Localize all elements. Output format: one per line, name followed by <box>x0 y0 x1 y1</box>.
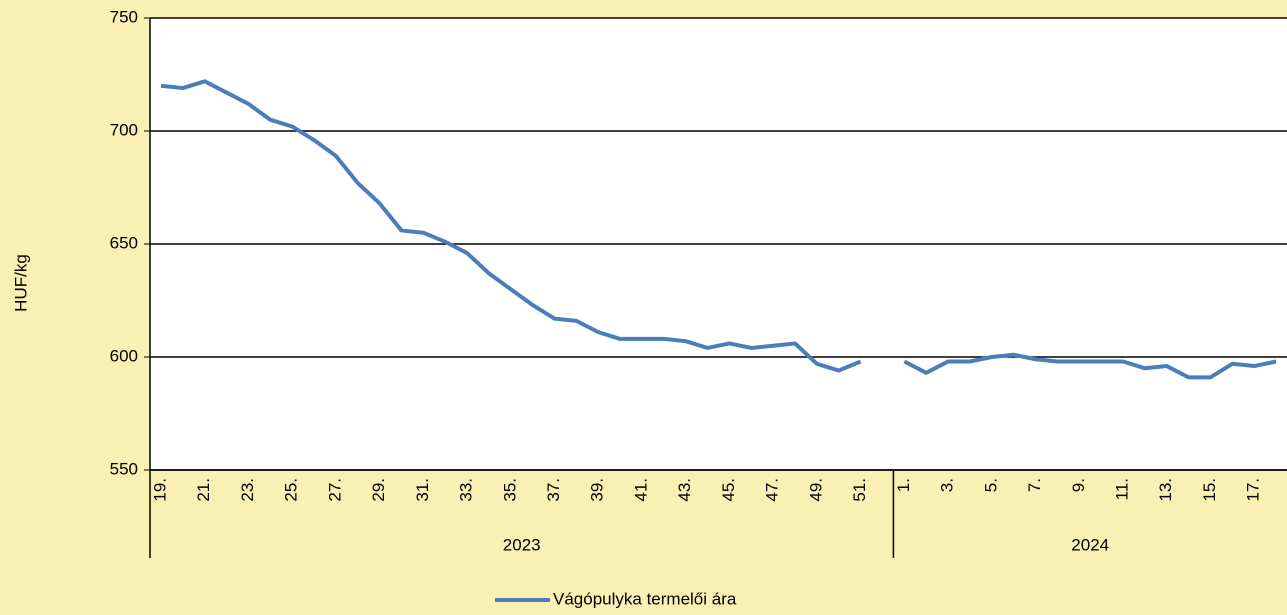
group-label: 2023 <box>503 535 541 554</box>
x-tick-label: 19. <box>150 478 169 502</box>
x-tick-label: 49. <box>806 478 825 502</box>
x-tick-label: 21. <box>194 478 213 502</box>
x-tick-label: 7. <box>1025 478 1044 492</box>
x-tick-label: 37. <box>544 478 563 502</box>
x-tick-label: 25. <box>282 478 301 502</box>
x-tick-label: 13. <box>1156 478 1175 502</box>
x-tick-label: 39. <box>588 478 607 502</box>
x-tick-label: 15. <box>1200 478 1219 502</box>
x-tick-label: 33. <box>457 478 476 502</box>
x-tick-label: 35. <box>500 478 519 502</box>
x-tick-label: 29. <box>369 478 388 502</box>
x-tick-label: 43. <box>675 478 694 502</box>
y-axis-label: HUF/kg <box>11 254 30 312</box>
x-tick-label: 23. <box>238 478 257 502</box>
series-line <box>160 79 862 373</box>
x-tick-label: 45. <box>719 478 738 502</box>
group-label: 2024 <box>1071 535 1109 554</box>
x-tick-label: 41. <box>631 478 650 502</box>
x-tick-label: 9. <box>1069 478 1088 492</box>
x-tick-label: 3. <box>938 478 957 492</box>
x-tick-label: 51. <box>850 478 869 502</box>
y-tick-label: 750 <box>110 7 138 26</box>
legend-label: Vágópulyka termelői ára <box>553 589 737 608</box>
series-line <box>903 352 1277 380</box>
x-tick-label: 17. <box>1244 478 1263 502</box>
y-tick-label: 600 <box>110 346 138 365</box>
x-tick-label: 27. <box>325 478 344 502</box>
x-tick-label: 11. <box>1112 478 1131 500</box>
y-tick-label: 700 <box>110 120 138 139</box>
x-tick-label: 31. <box>413 478 432 502</box>
y-tick-label: 550 <box>110 459 138 478</box>
y-tick-label: 650 <box>110 233 138 252</box>
x-tick-label: 47. <box>763 478 782 502</box>
x-tick-label: 5. <box>981 478 1000 492</box>
x-tick-label: 1. <box>894 478 913 492</box>
